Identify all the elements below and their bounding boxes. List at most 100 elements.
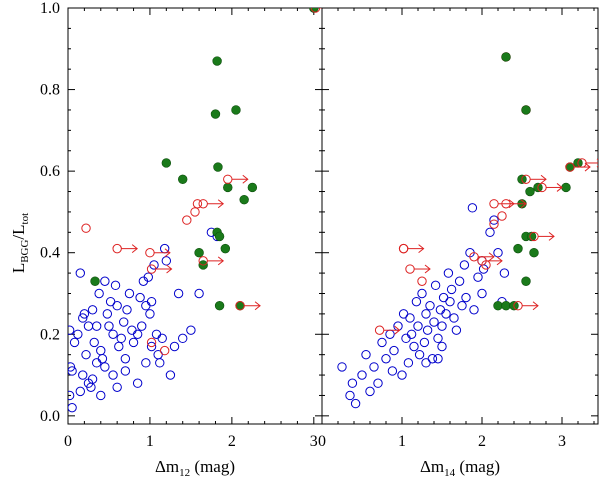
right-data-point-filled [529, 248, 539, 258]
left-data-point-open [83, 321, 94, 331]
ytick-label: 0.4 [40, 245, 60, 262]
left-data-point-open [159, 243, 170, 254]
right-panel: 0 1 2 3 [318, 7, 599, 450]
left-data-point-filled [161, 158, 172, 168]
left-data-point-open [122, 305, 132, 315]
right-data-point-open [417, 276, 427, 286]
left-data-point-open [108, 370, 118, 380]
right-data-point-filled [521, 276, 531, 286]
left-data-point-open [132, 329, 143, 339]
right-lower-limit-arrow [529, 231, 555, 242]
left-data-point-open [75, 386, 85, 397]
left-data-point-open [151, 329, 162, 339]
right-lower-limit-arrow [513, 301, 539, 311]
left-data-point-open [68, 390, 75, 401]
left-data-point-filled [178, 174, 188, 184]
left-data-point-open [146, 337, 157, 348]
left-data-point-open [104, 321, 114, 331]
right-data-point-filled [521, 105, 531, 115]
left-data-point-open [120, 366, 131, 376]
left-data-point-open [119, 317, 129, 327]
right-data-point-open [398, 309, 409, 319]
left-data-point-open [68, 402, 77, 413]
right-data-point-open [347, 378, 358, 388]
left-data-point-open [155, 358, 165, 368]
right-data-point-open [397, 370, 407, 380]
right-data-point-open [405, 313, 415, 323]
right-data-point-open [422, 325, 433, 335]
right-data-point-open [425, 301, 435, 311]
left-lower-limit-arrow [198, 256, 224, 266]
left-data-point-open [75, 268, 85, 278]
right-data-point-open [337, 362, 347, 372]
left-data-point-filled [223, 182, 233, 193]
left-data-point-open [124, 288, 135, 299]
right-data-point-open [461, 292, 471, 303]
right-data-point-open [403, 358, 414, 368]
left-data-point-open [127, 325, 137, 335]
left-lower-limit-arrow [198, 199, 224, 209]
left-data-point-open [87, 305, 98, 315]
left-data-point-open [192, 199, 203, 209]
right-data-point-open [493, 248, 503, 258]
right-data-point-filled [493, 301, 503, 311]
right-data-point-filled [561, 182, 571, 193]
right-data-point-open [445, 296, 455, 307]
right-data-point-open [437, 321, 447, 331]
left-data-point-open [157, 333, 167, 344]
ytick-label: 0.6 [40, 163, 60, 180]
left-data-point-open [143, 272, 153, 282]
right-data-point-open [497, 211, 507, 221]
right-data-point-filled [526, 231, 537, 242]
left-data-point-filled [210, 109, 221, 119]
left-lower-limit-arrow [235, 301, 261, 311]
right-data-point-open [485, 227, 495, 238]
right-data-point-open [357, 370, 367, 380]
right-data-point-filled [501, 52, 511, 62]
right-data-point-open [345, 390, 355, 401]
left-data-point-open [141, 358, 151, 368]
left-lower-limit-arrow [310, 8, 322, 13]
left-data-point-open [135, 292, 145, 303]
left-markers [68, 8, 322, 413]
left-data-point-open [169, 341, 180, 352]
y-axis-title-text: LBGG/Ltot [9, 213, 31, 273]
right-data-point-filled [501, 301, 511, 311]
left-data-point-open [81, 349, 91, 360]
right-data-point-open [373, 378, 383, 388]
right-data-point-open [389, 345, 399, 356]
left-data-point-open [94, 288, 104, 299]
right-data-point-open [477, 288, 487, 299]
left-data-point-open [145, 309, 155, 319]
right-markers [337, 52, 598, 409]
x-axis-title-left: Δm12 (mag) [155, 457, 235, 479]
right-plot-frame [321, 7, 599, 425]
left-data-point-open [100, 276, 110, 286]
right-data-point-open [443, 268, 454, 278]
right-data-point-open [414, 349, 425, 360]
left-data-point-filled [231, 105, 241, 115]
left-data-point-open [96, 345, 106, 356]
right-lower-limit-arrow [577, 158, 598, 168]
right-data-point-open [381, 354, 391, 364]
right-data-point-open [411, 296, 422, 307]
right-data-point-open [473, 272, 483, 282]
right-data-point-open [406, 329, 417, 339]
right-data-point-open [469, 305, 479, 315]
left-xtick-label: 3 [310, 433, 318, 450]
left-xtick-label: 0 [64, 433, 72, 450]
left-data-point-open [146, 296, 157, 307]
left-data-point-open [96, 390, 106, 401]
ytick-label: 0.8 [40, 82, 60, 99]
x-axis-title-right: Δm14 (mag) [420, 457, 500, 479]
right-data-point-open [401, 333, 411, 344]
left-data-point-filled [220, 243, 231, 254]
right-data-point-open [446, 284, 457, 295]
left-lower-limit-arrow [112, 243, 138, 254]
right-xtick-label: 3 [558, 433, 566, 450]
left-data-point-open [89, 337, 99, 348]
right-lower-limit-arrow [398, 243, 425, 254]
right-data-point-open [441, 309, 451, 319]
right-data-point-open [459, 260, 470, 270]
right-lower-limit-arrow [537, 182, 563, 193]
